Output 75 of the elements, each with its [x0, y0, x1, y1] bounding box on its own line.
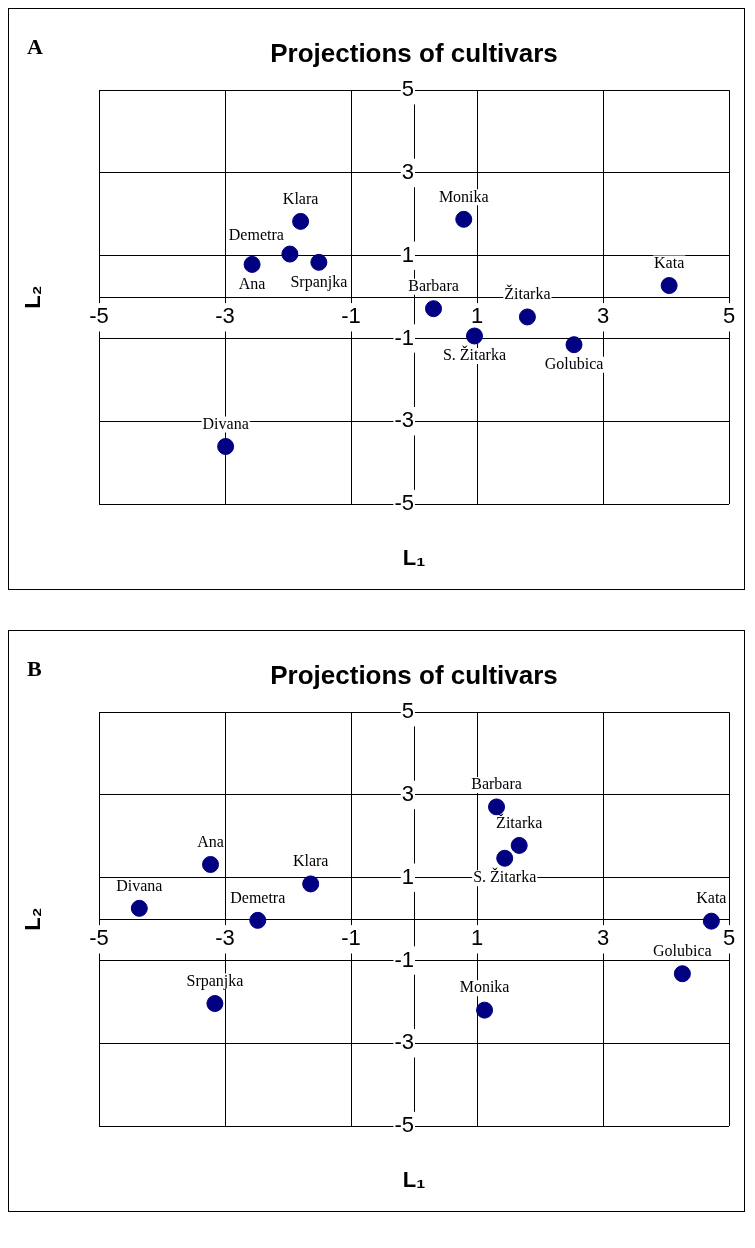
annotation: Srpanjka: [186, 971, 244, 990]
x-tick-label: -5: [89, 925, 109, 951]
annotation: Ana: [238, 274, 266, 292]
point: [243, 255, 261, 273]
point: [702, 912, 720, 930]
annotation: Demetra: [228, 226, 284, 244]
point: [455, 210, 473, 228]
y-tick-label: 3: [401, 159, 414, 185]
x-tick-label: 5: [722, 925, 736, 951]
point: [310, 253, 328, 271]
y-tick-label: 3: [401, 781, 414, 807]
x-tick-label: 3: [596, 925, 610, 951]
y-tick-label: -5: [394, 1112, 414, 1138]
y-tick-label: -1: [394, 946, 414, 972]
annotation: Srpanjka: [290, 272, 348, 291]
annotation: Divana: [116, 876, 163, 894]
annotation: Kata: [654, 253, 685, 271]
point: [496, 849, 514, 867]
x-tick-label: 1: [470, 303, 484, 329]
y-axis-title: L₂: [20, 907, 46, 931]
annotation: Demetra: [230, 888, 286, 906]
point: [660, 277, 678, 295]
y-tick-label: -1: [394, 324, 414, 350]
annotation: S. Žitarka: [473, 867, 537, 886]
point: [249, 911, 267, 929]
y-tick-label: 1: [401, 241, 414, 267]
annotation: Klara: [282, 189, 319, 207]
annotation: Barbara: [471, 775, 522, 793]
x-axis-title: L₁: [402, 545, 426, 571]
x-tick-label: 3: [596, 303, 610, 329]
y-tick-label: 5: [401, 76, 414, 102]
annotation: Golubica: [544, 354, 604, 372]
annotation: Barbara: [408, 276, 459, 294]
point: [673, 965, 691, 983]
point: [565, 336, 583, 354]
annotation: Klara: [292, 852, 329, 870]
point: [130, 899, 148, 917]
point: [292, 212, 310, 230]
point: [465, 327, 483, 345]
annotation: Monika: [459, 978, 510, 996]
chart-title: Projections of cultivars: [270, 37, 558, 68]
x-tick-label: -1: [341, 303, 361, 329]
point: [281, 245, 299, 263]
x-tick-label: -5: [89, 303, 109, 329]
point: [206, 995, 224, 1013]
point: [302, 875, 320, 893]
point: [202, 855, 220, 873]
y-tick-label: 5: [401, 698, 414, 724]
y-tick-label: -3: [394, 1029, 414, 1055]
text: A: [27, 33, 43, 59]
annotation: Golubica: [653, 941, 712, 959]
point: [476, 1001, 494, 1019]
y-tick-label: -3: [394, 407, 414, 433]
point: [217, 437, 235, 455]
y-tick-label: 1: [401, 863, 414, 889]
point: [518, 308, 536, 326]
x-tick-label: -3: [215, 303, 235, 329]
annotation: Monika: [438, 187, 489, 205]
y-axis-title: L₂: [20, 285, 46, 309]
annotation: Žitarka: [504, 284, 551, 303]
chart-title: Projections of cultivars: [270, 659, 558, 690]
x-tick-label: 1: [470, 925, 484, 951]
annotation: Ana: [197, 832, 224, 850]
x-axis-title: L₁: [402, 1167, 426, 1193]
annotation: Žitarka: [496, 812, 543, 831]
text: B: [27, 655, 42, 681]
y-tick-label: -5: [394, 490, 414, 516]
annotation: S. Žitarka: [442, 345, 507, 364]
annotation: Kata: [696, 889, 727, 907]
point: [510, 836, 528, 854]
annotation: Divana: [202, 414, 249, 432]
point: [425, 300, 443, 318]
x-tick-label: -1: [341, 925, 361, 951]
x-tick-label: -3: [215, 925, 235, 951]
x-tick-label: 5: [722, 303, 736, 329]
